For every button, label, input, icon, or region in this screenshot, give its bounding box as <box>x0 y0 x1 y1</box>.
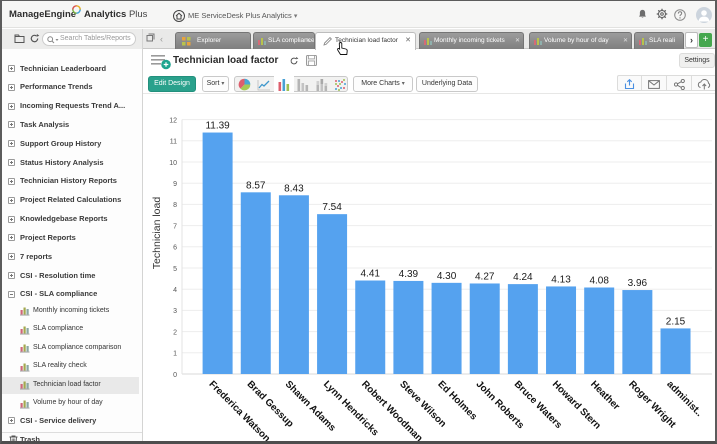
svg-text:12: 12 <box>169 117 177 124</box>
svg-text:2: 2 <box>173 329 177 336</box>
svg-text:6: 6 <box>173 245 177 252</box>
svg-text:10: 10 <box>169 160 177 167</box>
svg-text:11.39: 11.39 <box>205 121 230 132</box>
svg-text:0: 0 <box>173 372 177 379</box>
svg-text:4.30: 4.30 <box>437 271 457 282</box>
svg-text:8.57: 8.57 <box>246 180 266 191</box>
svg-text:7: 7 <box>173 223 177 230</box>
svg-text:11: 11 <box>170 139 177 146</box>
svg-text:3.96: 3.96 <box>628 278 648 289</box>
svg-text:8: 8 <box>173 202 177 209</box>
svg-text:3: 3 <box>173 308 177 315</box>
svg-text:4.08: 4.08 <box>589 276 609 287</box>
svg-text:4.13: 4.13 <box>551 274 571 285</box>
svg-text:4.39: 4.39 <box>399 269 419 280</box>
svg-text:4.41: 4.41 <box>361 269 381 280</box>
svg-text:4: 4 <box>173 287 177 294</box>
svg-text:8.43: 8.43 <box>284 183 304 194</box>
svg-text:2.15: 2.15 <box>666 316 686 327</box>
svg-text:5: 5 <box>173 266 177 273</box>
svg-text:7.54: 7.54 <box>322 202 342 213</box>
svg-text:9: 9 <box>173 181 177 188</box>
svg-text:Technician load: Technician load <box>151 197 163 270</box>
svg-text:Heather: Heather <box>588 379 622 413</box>
svg-text:1: 1 <box>173 351 177 358</box>
svg-text:administ..: administ.. <box>664 379 704 419</box>
svg-text:4.24: 4.24 <box>513 272 533 283</box>
svg-text:4.27: 4.27 <box>475 271 495 282</box>
